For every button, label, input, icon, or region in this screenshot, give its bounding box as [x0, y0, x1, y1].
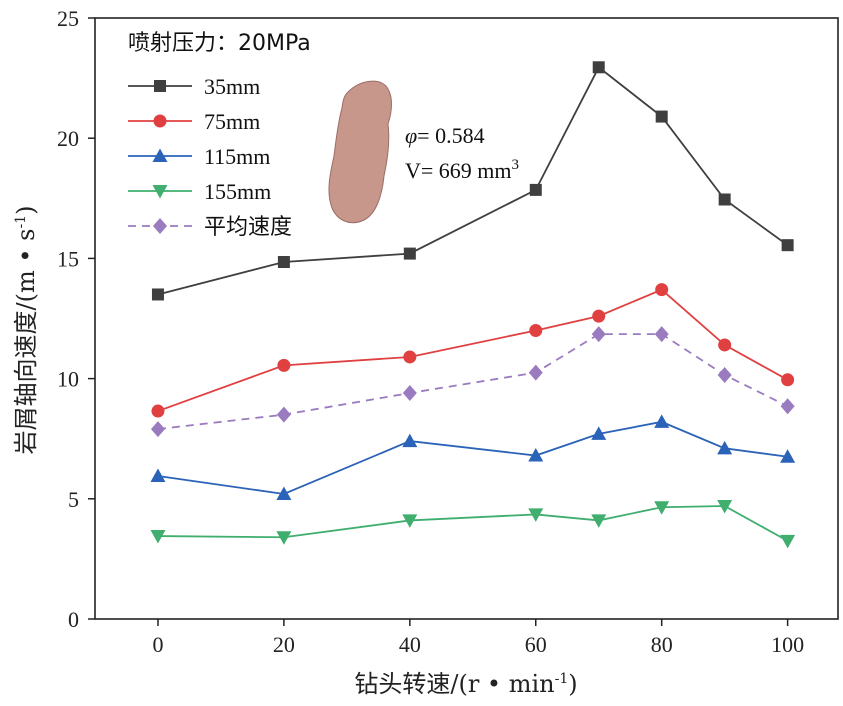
legend-entry: 115mm: [128, 144, 270, 169]
shape-factor-label: φ= 0.584: [405, 123, 485, 148]
volume-unit-superscript: 3: [512, 157, 520, 173]
data-point: [529, 183, 542, 196]
data-point: [403, 350, 417, 364]
phi-value: = 0.584: [417, 123, 484, 148]
plot-frame: [94, 17, 839, 620]
y-tick-label: 0: [68, 607, 79, 632]
legend: 喷射压力：20MPa 35mm 75mm 115mm 155mm 平均速度: [128, 31, 311, 239]
volume-value: V= 669 mm: [405, 158, 512, 183]
data-point: [654, 414, 670, 428]
volume-label: V= 669 mm3: [405, 157, 519, 183]
legend-marker: [152, 185, 168, 199]
x-tick-label: 0: [152, 632, 163, 657]
data-point: [276, 486, 292, 500]
data-point: [151, 404, 165, 418]
legend-label: 75mm: [204, 109, 260, 134]
series-line: [157, 505, 789, 542]
legend-marker: [154, 80, 166, 92]
legend-marker: [153, 218, 167, 234]
data-point: [150, 468, 166, 482]
legend-entry: 35mm: [128, 74, 260, 99]
series-3: [150, 500, 796, 549]
x-axis-title: 钻头转速/(r • min-1): [354, 670, 577, 698]
data-point: [402, 514, 418, 528]
rock-particle-image: [328, 80, 392, 224]
data-point: [529, 324, 543, 338]
x-tick-label: 80: [651, 632, 673, 657]
data-point: [592, 309, 606, 323]
legend-marker: [152, 148, 168, 162]
series-line: [157, 333, 789, 430]
legend-entry: 75mm: [128, 109, 260, 134]
data-point: [718, 193, 731, 206]
data-point: [718, 338, 732, 352]
legend-label: 35mm: [204, 74, 260, 99]
y-tick-label: 15: [57, 246, 79, 271]
legend-title: 喷射压力：20MPa: [128, 31, 311, 56]
data-point: [402, 385, 417, 402]
data-point: [654, 501, 670, 515]
y-axis-title-text: 岩屑轴向速度/(m • s: [12, 229, 40, 455]
data-point: [403, 247, 416, 260]
data-point: [655, 283, 669, 297]
x-tick-label: 100: [771, 632, 804, 657]
data-point: [150, 530, 166, 544]
data-point: [276, 406, 291, 423]
data-point: [717, 500, 733, 514]
series-0: [151, 61, 794, 301]
legend-entry: 155mm: [128, 179, 271, 204]
data-point: [781, 239, 794, 252]
series-1: [151, 283, 795, 418]
data-point: [528, 508, 544, 522]
x-axis-title-text: 钻头转速/(r • min: [354, 670, 554, 698]
x-tick-label: 20: [273, 632, 295, 657]
series-2: [150, 414, 796, 500]
series-layer: [150, 61, 796, 549]
data-point: [780, 398, 795, 415]
data-point: [781, 373, 795, 387]
y-tick-label: 5: [68, 487, 79, 512]
data-point: [780, 534, 796, 549]
y-axis-title: 岩屑轴向速度/(m • s-1): [12, 206, 40, 455]
data-point: [592, 61, 605, 74]
data-point: [655, 110, 668, 123]
series-line: [157, 420, 788, 495]
y-tick-label: 20: [57, 126, 79, 151]
y-axis-title-end: ): [12, 206, 40, 215]
data-point: [277, 358, 291, 372]
series-line: [157, 288, 789, 412]
series-4: [150, 326, 795, 438]
x-axis-title-sup: -1: [555, 671, 569, 687]
legend-marker: [153, 114, 167, 128]
legend-label: 平均速度: [204, 214, 292, 239]
x-tick-label: 60: [525, 632, 547, 657]
legend-label: 155mm: [204, 179, 271, 204]
data-point: [528, 364, 543, 381]
y-tick-label: 25: [57, 6, 79, 31]
data-point: [150, 421, 165, 438]
data-point: [591, 514, 607, 528]
phi-symbol: φ: [405, 123, 417, 148]
x-tick-label: 40: [399, 632, 421, 657]
data-point: [591, 426, 607, 440]
x-axis-title-end: ): [568, 670, 577, 698]
data-point: [277, 256, 290, 269]
data-point: [151, 288, 164, 301]
y-tick-label: 10: [57, 367, 79, 392]
data-point: [528, 448, 544, 462]
data-point: [276, 531, 292, 545]
data-point: [654, 326, 669, 343]
data-point: [780, 449, 796, 463]
data-point: [591, 326, 606, 343]
data-point: [717, 440, 733, 455]
data-point: [717, 366, 732, 383]
legend-entry: 平均速度: [128, 214, 292, 239]
y-axis-title-sup: -1: [13, 215, 29, 229]
data-point: [402, 433, 418, 448]
legend-label: 115mm: [204, 144, 270, 169]
axis-ticks: 0 20 40 60 80 100 0 5 10 15 20 25: [57, 6, 804, 657]
series-line: [157, 65, 789, 296]
